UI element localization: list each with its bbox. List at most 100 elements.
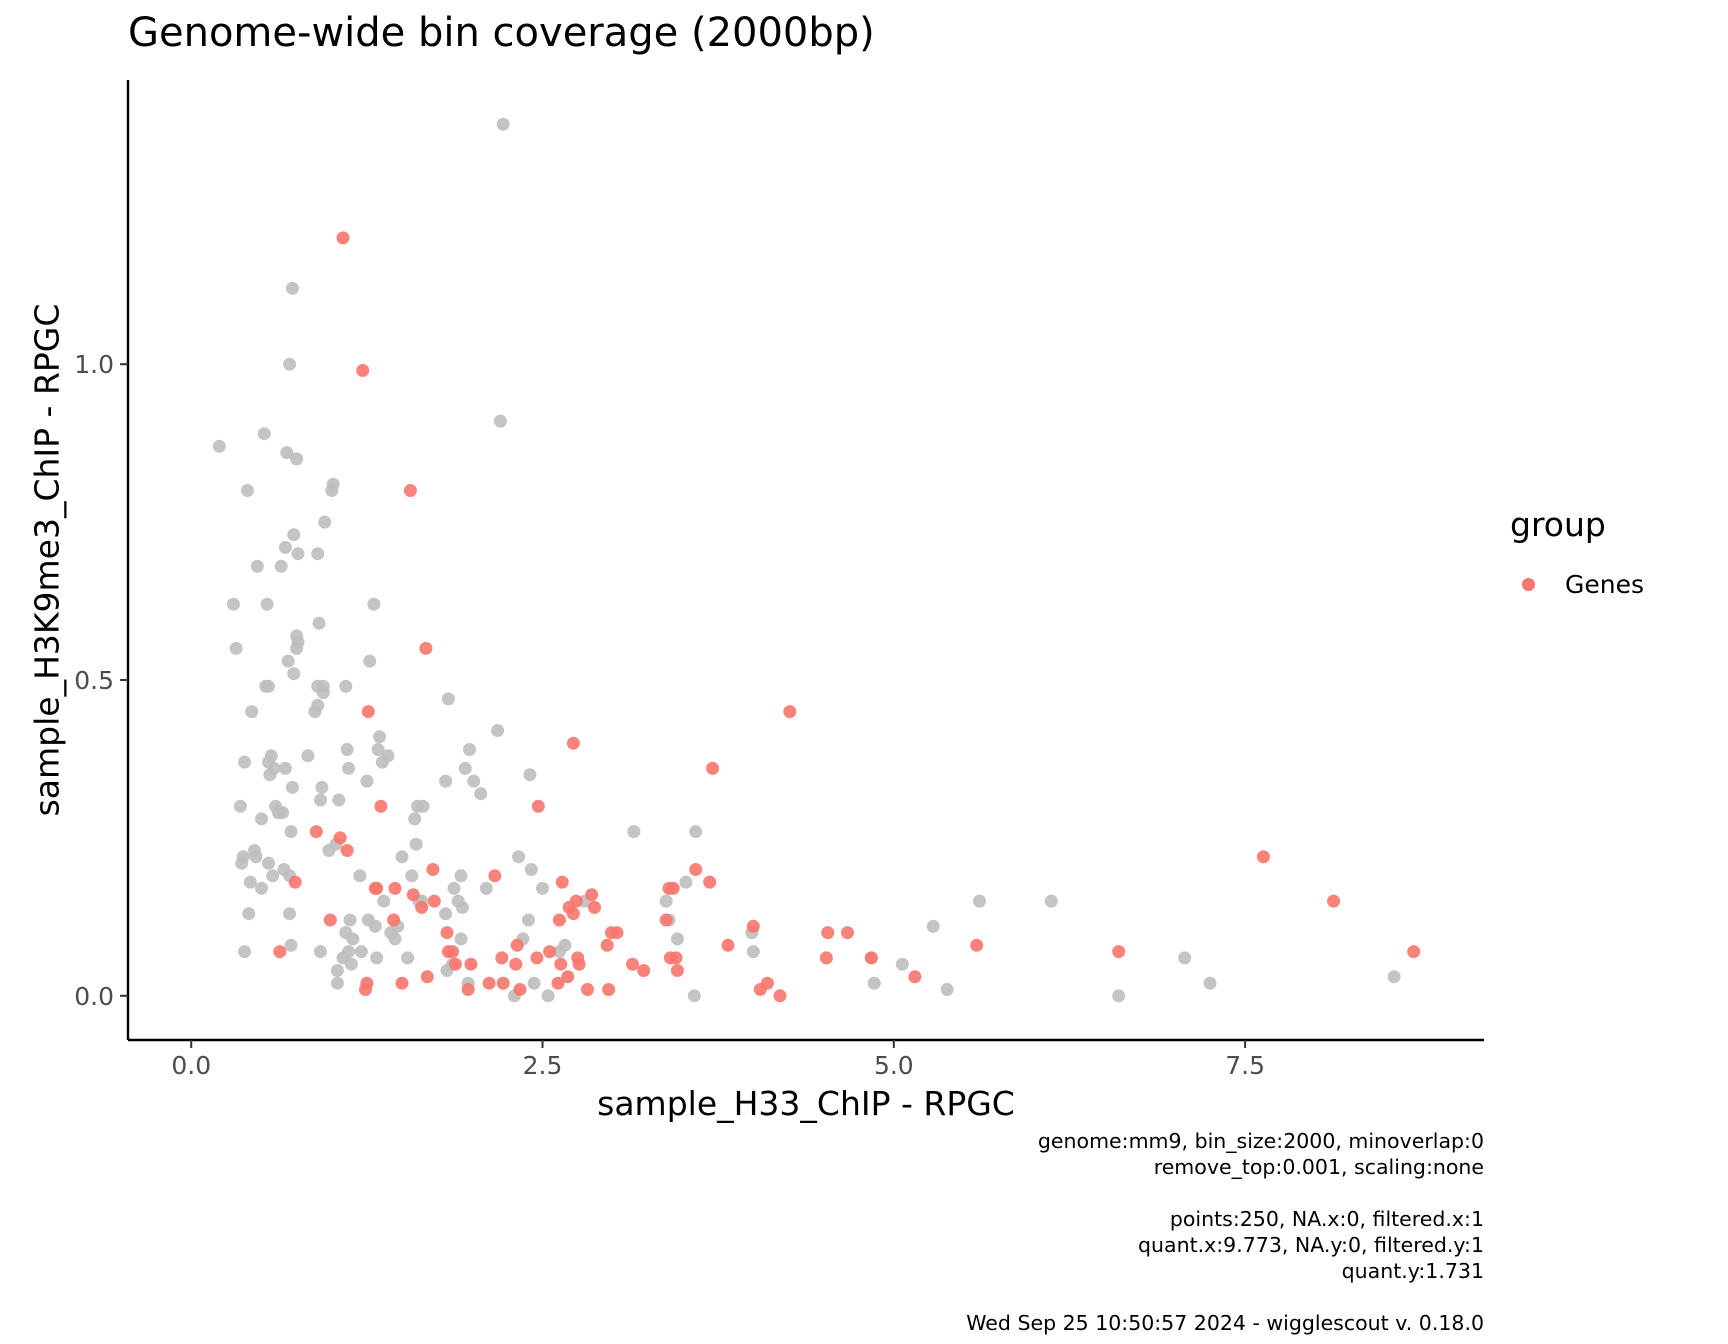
- data-point: [463, 743, 476, 756]
- data-point: [1256, 850, 1270, 864]
- data-point: [721, 938, 735, 952]
- data-point: [288, 875, 302, 889]
- data-point: [336, 231, 350, 245]
- data-point: [464, 957, 478, 971]
- data-point: [510, 938, 524, 952]
- data-point: [454, 932, 468, 946]
- y-tick-label: 0.5: [74, 666, 114, 695]
- data-point: [373, 730, 386, 744]
- data-point: [419, 641, 433, 655]
- caption-line: remove_top:0.001, scaling:none: [1153, 1155, 1484, 1179]
- data-point: [558, 938, 572, 952]
- data-point: [401, 951, 415, 965]
- caption-line: genome:mm9, bin_size:2000, minoverlap:0: [1037, 1129, 1484, 1153]
- data-point: [439, 774, 453, 788]
- data-point: [238, 945, 252, 959]
- data-point: [524, 863, 538, 876]
- caption-line: Wed Sep 25 10:50:57 2024 - wigglescout v…: [966, 1311, 1484, 1335]
- data-point: [581, 983, 594, 996]
- data-point: [255, 812, 268, 826]
- data-point: [249, 850, 263, 864]
- data-point: [339, 679, 353, 693]
- data-point: [311, 698, 325, 712]
- data-point: [746, 919, 760, 933]
- data-point: [689, 825, 703, 839]
- legend-genes-label: Genes: [1565, 570, 1645, 599]
- legend-title: group: [1510, 505, 1606, 544]
- data-point: [427, 894, 441, 908]
- data-point: [551, 976, 565, 990]
- data-point: [821, 926, 835, 940]
- data-point: [260, 597, 274, 611]
- data-point: [363, 654, 377, 668]
- data-point: [360, 774, 374, 788]
- data-point: [509, 957, 523, 971]
- data-point: [395, 976, 409, 990]
- y-axis-label: sample_H3K9me3_ChIP - RPGC: [27, 303, 67, 817]
- data-point: [340, 743, 354, 756]
- data-point: [572, 957, 586, 971]
- data-point: [746, 945, 760, 959]
- data-point: [561, 970, 575, 984]
- data-point: [387, 913, 401, 927]
- data-point: [441, 692, 455, 706]
- data-point: [242, 907, 256, 921]
- data-point: [703, 875, 717, 889]
- data-point: [458, 761, 472, 775]
- data-point: [689, 863, 703, 876]
- data-point: [344, 957, 358, 971]
- data-point: [908, 970, 922, 984]
- data-point: [311, 547, 325, 561]
- data-point: [895, 957, 909, 971]
- data-point: [940, 983, 954, 996]
- data-point: [1044, 894, 1058, 908]
- data-point: [679, 875, 693, 889]
- data-point: [406, 888, 420, 902]
- data-point: [370, 881, 384, 895]
- data-point: [405, 869, 419, 883]
- data-point: [512, 850, 526, 864]
- data-point: [226, 597, 240, 611]
- data-point: [588, 900, 601, 914]
- data-point: [314, 945, 327, 959]
- data-point: [388, 881, 402, 895]
- data-point: [229, 641, 243, 655]
- data-point: [330, 976, 344, 990]
- data-point: [262, 679, 275, 693]
- data-point: [395, 850, 409, 864]
- x-tick-label: 7.5: [1225, 1051, 1265, 1080]
- data-point: [343, 913, 357, 927]
- data-point: [326, 477, 340, 491]
- data-point: [1112, 945, 1126, 959]
- data-point: [543, 945, 557, 959]
- data-point: [316, 679, 330, 693]
- y-axis-label-container: sample_H3K9me3_ChIP - RPGC: [22, 80, 72, 1040]
- data-point: [312, 616, 326, 630]
- data-point: [867, 976, 881, 990]
- data-point: [474, 787, 488, 801]
- data-point: [482, 976, 496, 990]
- data-point: [301, 749, 315, 763]
- data-point: [566, 907, 580, 921]
- data-point: [243, 875, 257, 889]
- data-point: [408, 812, 422, 826]
- x-tick-label: 0.0: [171, 1051, 211, 1080]
- data-point: [440, 926, 454, 940]
- data-point: [637, 964, 651, 977]
- data-point: [566, 736, 580, 750]
- data-point: [627, 825, 641, 839]
- data-point: [555, 875, 569, 889]
- data-point: [1112, 989, 1126, 1003]
- data-point: [314, 793, 327, 807]
- data-point: [531, 799, 545, 813]
- data-point: [447, 881, 461, 895]
- data-point: [670, 964, 684, 977]
- data-point: [970, 938, 984, 952]
- data-point: [439, 907, 453, 921]
- data-point: [374, 799, 388, 813]
- data-point: [496, 117, 510, 131]
- data-point: [523, 768, 537, 782]
- data-point: [455, 900, 469, 914]
- data-point: [354, 945, 368, 959]
